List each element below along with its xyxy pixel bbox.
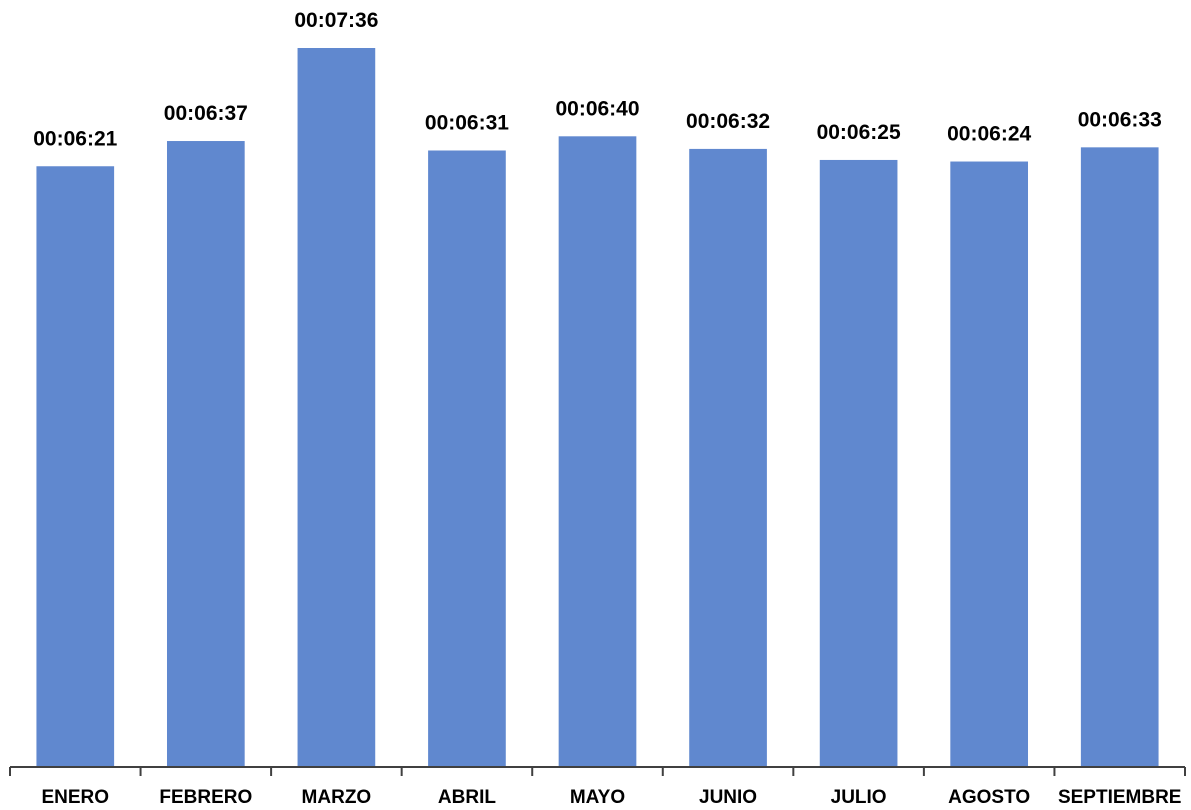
x-tick-label-abril: ABRIL: [438, 787, 496, 808]
x-axis-ticks: [9, 767, 1186, 776]
bar-enero: [36, 166, 115, 767]
bar-abril: [428, 150, 506, 768]
bar-junio: [689, 148, 767, 767]
data-label-febrero: 00:06:37: [164, 102, 248, 125]
data-label-septiembre: 00:06:33: [1078, 108, 1162, 131]
data-label-agosto: 00:06:24: [947, 123, 1031, 146]
bar-julio: [819, 159, 898, 767]
data-labels-group: 00:06:21 00:06:37 00:07:36 00:06:31 00:06:40…: [33, 9, 1162, 150]
bar-marzo: [297, 48, 376, 767]
x-tick-label-agosto: AGOSTO: [948, 787, 1030, 808]
data-label-julio: 00:06:25: [817, 121, 901, 144]
data-label-junio: 00:06:32: [686, 110, 770, 133]
data-label-mayo: 00:06:40: [555, 97, 639, 120]
data-label-enero: 00:06:21: [33, 127, 117, 150]
x-tick-label-julio: JULIO: [831, 787, 887, 808]
x-tick-label-enero: ENERO: [41, 787, 109, 808]
x-tick-label-mayo: MAYO: [570, 787, 625, 808]
x-tick-label-marzo: MARZO: [302, 787, 372, 808]
data-label-marzo: 00:07:36: [294, 9, 378, 32]
x-tick-label-febrero: FEBRERO: [159, 787, 252, 808]
bar-mayo: [558, 136, 637, 768]
bar-septiembre: [1080, 147, 1159, 768]
data-label-abril: 00:06:31: [425, 111, 509, 134]
x-tick-label-junio: JUNIO: [699, 787, 757, 808]
x-axis-labels-group: ENERO FEBRERO MARZO ABRIL MAYO JUNIO JULIO AGOS…: [41, 787, 1181, 808]
x-tick-label-septiembre: SEPTIEMBRE: [1058, 787, 1182, 808]
bar-febrero: [166, 141, 245, 767]
bar-agosto: [950, 161, 1029, 768]
bars-group: [36, 48, 1159, 768]
